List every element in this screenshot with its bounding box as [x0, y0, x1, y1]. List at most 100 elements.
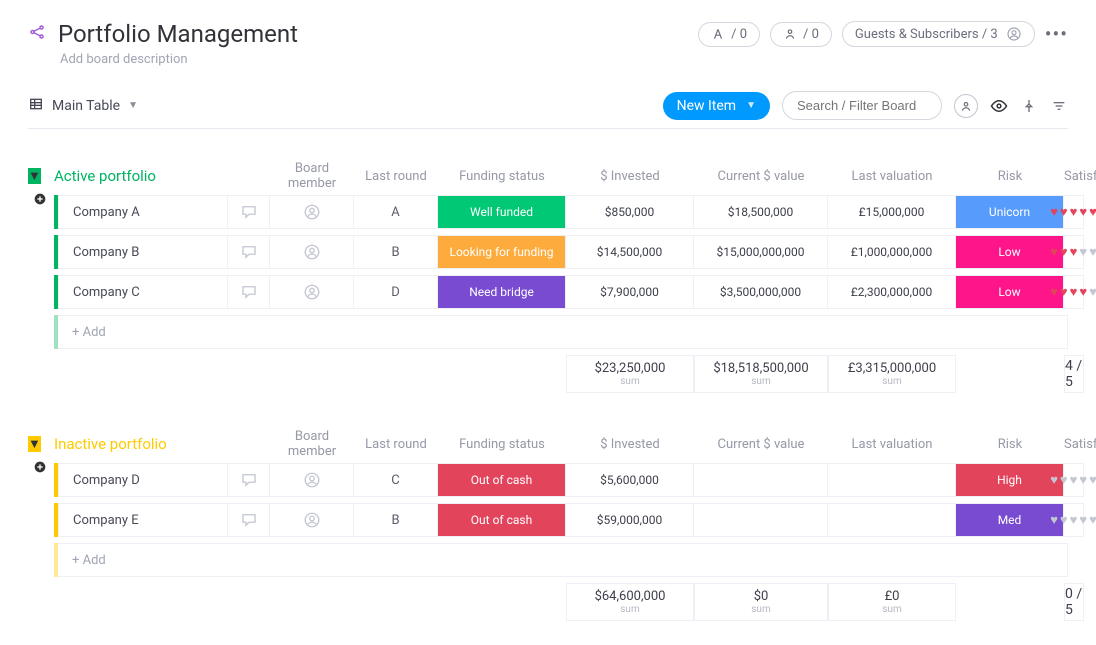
last-round-cell[interactable]: B	[354, 503, 438, 537]
risk-cell[interactable]: Med	[956, 503, 1064, 537]
col-satisfaction: Satisfaction	[1064, 437, 1084, 452]
sum-valuation: £3,315,000,000sum	[828, 355, 956, 393]
col-current-value: Current $ value	[694, 437, 828, 452]
funding-status-cell[interactable]: Need bridge	[438, 275, 566, 309]
company-name[interactable]: Company A	[58, 195, 228, 229]
col-funding-status: Funding status	[438, 437, 566, 452]
risk-cell[interactable]: Low	[956, 235, 1064, 269]
col-board-member: Board member	[270, 429, 354, 459]
pill1-count: / 0	[731, 27, 747, 42]
col-risk: Risk	[956, 437, 1064, 452]
new-item-button[interactable]: New Item ▼	[663, 92, 770, 120]
risk-cell[interactable]: Low	[956, 275, 1064, 309]
current-value-cell[interactable]	[694, 463, 828, 497]
funding-status-cell[interactable]: Out of cash	[438, 463, 566, 497]
comment-icon[interactable]	[228, 275, 270, 309]
chevron-down-icon: ▼	[746, 100, 756, 111]
board-member-cell[interactable]	[270, 463, 354, 497]
last-valuation-cell[interactable]: £2,300,000,000	[828, 275, 956, 309]
toolbar: Main Table ▼ New Item ▼	[28, 91, 1068, 129]
last-round-cell[interactable]: C	[354, 463, 438, 497]
last-round-cell[interactable]: A	[354, 195, 438, 229]
satisfaction-hearts: ♥♥♥♥♥	[1050, 204, 1096, 220]
board-member-cell[interactable]	[270, 275, 354, 309]
add-column-icon[interactable]	[28, 191, 48, 211]
eye-icon[interactable]	[990, 97, 1008, 115]
table-row[interactable]: Company B BLooking for funding$14,500,000…	[54, 235, 1068, 269]
company-name[interactable]: Company B	[58, 235, 228, 269]
last-round-cell[interactable]: D	[354, 275, 438, 309]
satisfaction-cell[interactable]: ♥♥♥♥♥	[1064, 503, 1084, 537]
invested-cell[interactable]: $850,000	[566, 195, 694, 229]
add-column-icon[interactable]	[28, 459, 48, 479]
col-last-valuation: Last valuation	[828, 169, 956, 184]
board-title[interactable]: Portfolio Management	[58, 20, 298, 48]
person-filter-icon[interactable]	[954, 94, 978, 118]
activity-pill-1[interactable]: / 0	[698, 22, 760, 47]
table-row[interactable]: Company DCOut of cash$5,600,000High♥♥♥♥♥	[54, 463, 1068, 497]
table-row[interactable]: Company EBOut of cash$59,000,000Med♥♥♥♥♥	[54, 503, 1068, 537]
board-member-cell[interactable]	[270, 195, 354, 229]
sum-satisfaction: 4 / 5	[1064, 355, 1084, 393]
risk-cell[interactable]: High	[956, 463, 1064, 497]
satisfaction-cell[interactable]: ♥♥♥♥♥	[1064, 275, 1084, 309]
satisfaction-cell[interactable]: ♥♥♥♥♥	[1064, 235, 1084, 269]
satisfaction-cell[interactable]: ♥♥♥♥♥	[1064, 195, 1084, 229]
table-icon	[28, 96, 44, 116]
invested-cell[interactable]: $14,500,000	[566, 235, 694, 269]
invested-cell[interactable]: $7,900,000	[566, 275, 694, 309]
pin-icon[interactable]	[1020, 97, 1038, 115]
satisfaction-hearts: ♥♥♥♥♥	[1050, 284, 1096, 300]
comment-icon[interactable]	[228, 503, 270, 537]
table-row[interactable]: Company A AWell funded$850,000$18,500,000…	[54, 195, 1068, 229]
board-member-cell[interactable]	[270, 235, 354, 269]
current-value-cell[interactable]: $15,000,000,000	[694, 235, 828, 269]
invested-cell[interactable]: $5,600,000	[566, 463, 694, 497]
invested-cell[interactable]: $59,000,000	[566, 503, 694, 537]
last-valuation-cell[interactable]: £1,000,000,000	[828, 235, 956, 269]
comment-icon[interactable]	[228, 463, 270, 497]
more-icon[interactable]: •••	[1045, 22, 1068, 46]
guests-label: Guests & Subscribers / 3	[855, 27, 998, 42]
current-value-cell[interactable]	[694, 503, 828, 537]
filter-icon[interactable]	[1050, 97, 1068, 115]
col-funding-status: Funding status	[438, 169, 566, 184]
board-subtitle[interactable]: Add board description	[60, 52, 1068, 67]
group-title[interactable]: Active portfolio	[54, 167, 228, 185]
satisfaction-cell[interactable]: ♥♥♥♥♥	[1064, 463, 1084, 497]
collapse-caret[interactable]: ▼	[28, 168, 41, 184]
group-title[interactable]: Inactive portfolio	[54, 435, 228, 453]
current-value-cell[interactable]: $3,500,000,000	[694, 275, 828, 309]
col-invested: $ Invested	[566, 169, 694, 184]
last-round-cell[interactable]: B	[354, 235, 438, 269]
col-last-round: Last round	[354, 169, 438, 184]
company-name[interactable]: Company E	[58, 503, 228, 537]
add-row[interactable]: + Add	[54, 543, 1068, 577]
comment-icon[interactable]	[228, 235, 270, 269]
guests-pill[interactable]: Guests & Subscribers / 3	[842, 21, 1035, 47]
company-name[interactable]: Company C	[58, 275, 228, 309]
activity-pill-2[interactable]: / 0	[770, 22, 832, 47]
share-icon	[28, 23, 46, 45]
new-item-label: New Item	[677, 98, 737, 114]
current-value-cell[interactable]: $18,500,000	[694, 195, 828, 229]
board-member-cell[interactable]	[270, 503, 354, 537]
col-board-member: Board member	[270, 161, 354, 191]
view-select[interactable]: Main Table ▼	[28, 96, 138, 116]
risk-cell[interactable]: Unicorn	[956, 195, 1064, 229]
search-input[interactable]	[782, 91, 942, 120]
funding-status-cell[interactable]: Looking for funding	[438, 235, 566, 269]
last-valuation-cell[interactable]	[828, 463, 956, 497]
col-satisfaction: Satisfaction	[1064, 169, 1084, 184]
add-row[interactable]: + Add	[54, 315, 1068, 349]
comment-icon[interactable]	[228, 195, 270, 229]
table-row[interactable]: Company C DNeed bridge$7,900,000$3,500,00…	[54, 275, 1068, 309]
company-name[interactable]: Company D	[58, 463, 228, 497]
collapse-caret[interactable]: ▼	[28, 436, 41, 452]
last-valuation-cell[interactable]	[828, 503, 956, 537]
group-header: ▼Inactive portfolioBoard memberLast roun…	[28, 429, 1068, 457]
funding-status-cell[interactable]: Well funded	[438, 195, 566, 229]
funding-status-cell[interactable]: Out of cash	[438, 503, 566, 537]
last-valuation-cell[interactable]: £15,000,000	[828, 195, 956, 229]
sum-invested: $64,600,000sum	[566, 583, 694, 621]
